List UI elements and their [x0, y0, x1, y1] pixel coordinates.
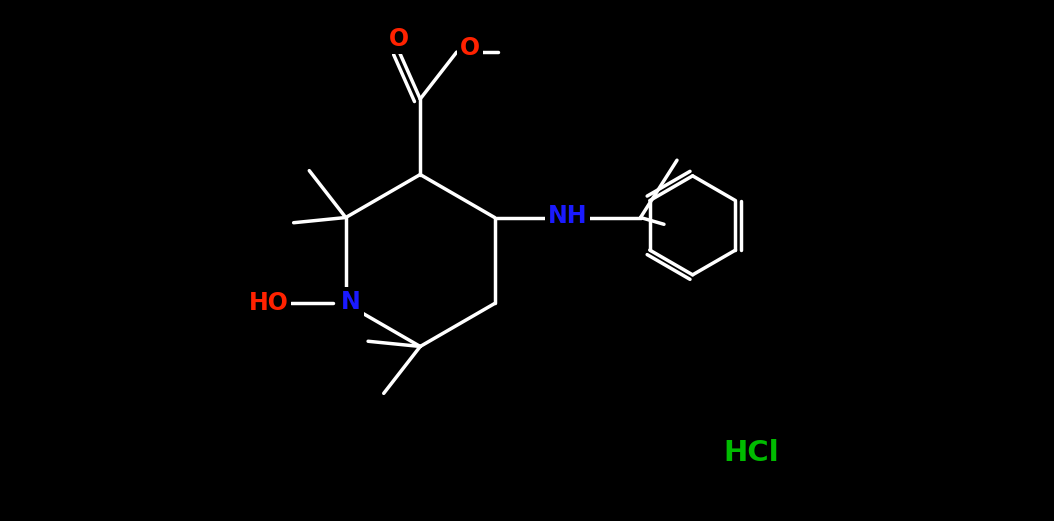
- Text: O: O: [389, 27, 409, 51]
- Text: HO: HO: [249, 291, 289, 316]
- Text: O: O: [460, 36, 480, 60]
- Text: N: N: [341, 290, 360, 314]
- Text: HCl: HCl: [723, 439, 779, 467]
- Text: NH: NH: [548, 204, 587, 228]
